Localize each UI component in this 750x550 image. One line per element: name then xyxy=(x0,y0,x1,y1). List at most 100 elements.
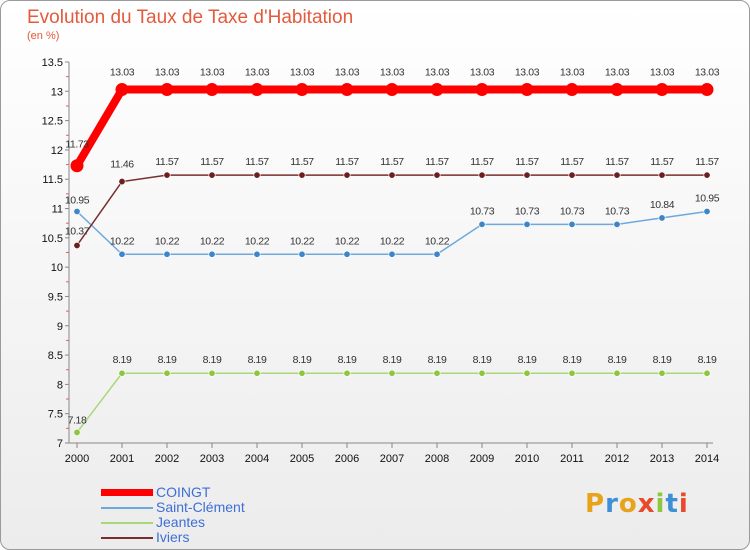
data-label: 8.19 xyxy=(563,354,582,366)
series-line-saintclment xyxy=(76,210,708,256)
data-label: 11.57 xyxy=(245,156,269,168)
y-tick-label: 12.5 xyxy=(42,116,63,128)
legend-label-iviers: Iviers xyxy=(156,529,190,545)
y-tick-label: 12 xyxy=(51,145,63,157)
data-label: 11.73 xyxy=(65,139,89,151)
data-label: 11.57 xyxy=(425,156,449,168)
data-point xyxy=(478,171,486,179)
chart-title: Evolution du Taux de Taxe d'Habitation xyxy=(27,7,354,28)
data-point xyxy=(160,83,174,97)
x-tick-label: 2000 xyxy=(65,453,89,465)
legend-item-iviers: Iviers xyxy=(101,530,245,545)
legend: COINGT Saint-Clément Jeantes Iviers xyxy=(101,485,245,545)
x-tick-label: 2010 xyxy=(515,453,539,465)
data-label: 8.19 xyxy=(698,354,717,366)
logo-letter: o xyxy=(618,489,638,519)
data-point xyxy=(118,369,126,377)
data-point xyxy=(70,159,84,173)
data-point xyxy=(433,171,441,179)
legend-swatch-coingt xyxy=(101,489,153,496)
data-point xyxy=(613,220,621,228)
data-point xyxy=(250,83,264,97)
data-point xyxy=(523,171,531,179)
logo-letter: i xyxy=(678,489,689,519)
data-point xyxy=(565,83,579,97)
data-label: 13.03 xyxy=(470,67,495,79)
data-label: 11.57 xyxy=(605,156,629,168)
logo-letter: i xyxy=(655,489,666,519)
data-label: 10.73 xyxy=(605,205,630,217)
data-label: 13.03 xyxy=(650,67,675,79)
data-label: 10.22 xyxy=(380,235,405,247)
data-point xyxy=(343,171,351,179)
legend-swatch-iviers xyxy=(101,536,153,539)
data-label: 13.03 xyxy=(425,67,450,79)
data-point xyxy=(118,178,126,186)
data-label: 11.57 xyxy=(695,156,719,168)
x-tick-label: 2001 xyxy=(110,453,134,465)
x-tick-label: 2002 xyxy=(155,453,179,465)
data-point xyxy=(613,369,621,377)
data-point xyxy=(433,369,441,377)
y-tick-label: 9.5 xyxy=(48,291,63,303)
data-point xyxy=(568,171,576,179)
data-label: 8.19 xyxy=(203,354,222,366)
y-tick-label: 11 xyxy=(52,204,63,216)
data-point xyxy=(253,171,261,179)
data-label: 8.19 xyxy=(608,354,627,366)
x-tick-label: 2004 xyxy=(245,453,269,465)
data-label: 10.73 xyxy=(560,205,585,217)
data-point xyxy=(523,369,531,377)
data-point xyxy=(163,171,171,179)
data-point xyxy=(430,83,444,97)
data-label: 13.03 xyxy=(245,67,270,79)
data-label: 13.03 xyxy=(560,67,585,79)
logo-letter: P xyxy=(585,489,606,519)
legend-label-jeantes: Jeantes xyxy=(156,514,206,530)
y-tick-label: 8.5 xyxy=(48,350,63,362)
data-label: 13.03 xyxy=(515,67,540,79)
proxiti-logo: Proxiti xyxy=(585,489,689,519)
data-label: 11.46 xyxy=(110,159,134,171)
x-tick-label: 2014 xyxy=(695,453,719,465)
data-label: 11.57 xyxy=(155,156,179,168)
data-label: 10.22 xyxy=(245,235,270,247)
data-label: 10.22 xyxy=(155,235,180,247)
data-point xyxy=(388,369,396,377)
data-label: 8.19 xyxy=(338,354,357,366)
y-tick-label: 13 xyxy=(51,86,63,98)
data-label: 8.19 xyxy=(428,354,447,366)
data-point xyxy=(73,207,81,215)
logo-letter: x xyxy=(637,489,656,519)
data-point xyxy=(388,250,396,258)
data-label: 8.19 xyxy=(158,354,177,366)
data-point xyxy=(433,250,441,258)
legend-label-coingt: COINGT xyxy=(156,484,211,500)
data-label: 8.19 xyxy=(248,354,267,366)
y-tick-label: 11.5 xyxy=(42,174,63,186)
legend-label-saint-clement: Saint-Clément xyxy=(156,499,245,515)
data-point xyxy=(298,250,306,258)
data-point xyxy=(343,250,351,258)
data-label: 11.57 xyxy=(650,156,674,168)
x-tick-label: 2012 xyxy=(605,453,629,465)
data-point xyxy=(115,83,129,97)
data-point xyxy=(73,241,81,249)
data-point xyxy=(163,250,171,258)
x-tick-label: 2005 xyxy=(290,453,314,465)
data-label: 11.57 xyxy=(200,156,224,168)
data-point xyxy=(568,369,576,377)
data-point xyxy=(703,171,711,179)
data-label: 10.95 xyxy=(65,194,90,206)
data-label: 8.19 xyxy=(293,354,312,366)
legend-swatch-saint-clement xyxy=(101,506,153,509)
data-label: 10.37 xyxy=(65,225,90,237)
data-point xyxy=(118,250,126,258)
data-point xyxy=(295,83,309,97)
data-label: 11.57 xyxy=(380,156,404,168)
data-point xyxy=(700,83,714,97)
data-label: 10.22 xyxy=(290,235,315,247)
data-label: 13.03 xyxy=(335,67,360,79)
